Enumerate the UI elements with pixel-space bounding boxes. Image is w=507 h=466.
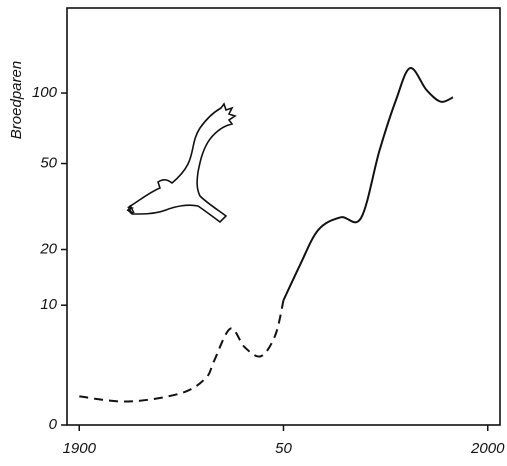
y-tick-label: 0 (49, 416, 58, 433)
x-tick-label: 2000 (470, 440, 505, 457)
y-tick-label: 20 (39, 240, 57, 257)
plot-frame (66, 7, 501, 426)
bird-illustration (126, 102, 237, 224)
x-tick-label: 1900 (63, 440, 97, 457)
y-axis-label: Broedparen (8, 61, 25, 139)
data-line (79, 299, 285, 403)
y-tick-label: 10 (40, 296, 57, 313)
y-tick-label: 50 (40, 155, 57, 172)
bird-feathers (126, 204, 135, 214)
y-tick-label: 100 (32, 84, 58, 101)
x-tick-label: 50 (275, 440, 292, 457)
data-line (282, 67, 454, 301)
